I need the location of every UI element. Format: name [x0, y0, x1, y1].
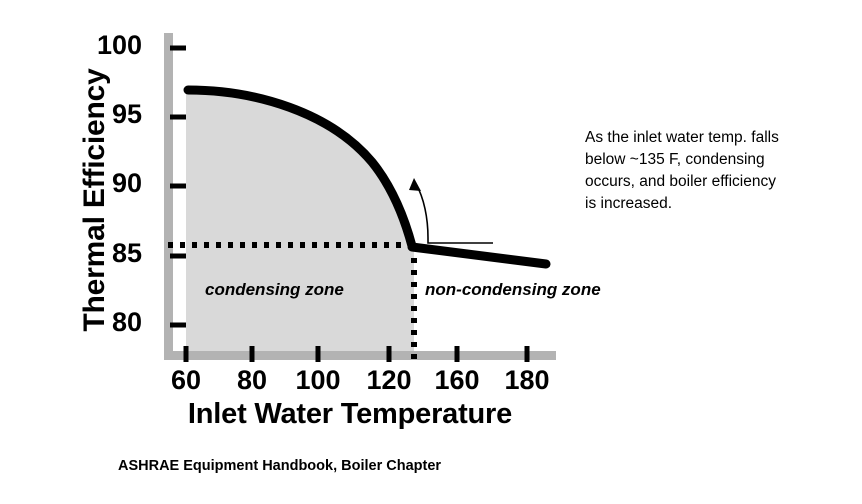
- x-tick-label-60: 60: [170, 365, 202, 395]
- x-tick-label-180: 180: [504, 365, 550, 395]
- source-caption: ASHRAE Equipment Handbook, Boiler Chapte…: [118, 458, 442, 474]
- condensing-zone-shading: [186, 90, 414, 358]
- y-tick-label-85: 85: [111, 238, 142, 268]
- annotation-leader-line: [427, 238, 493, 244]
- x-tick-label-80: 80: [236, 365, 268, 395]
- x-axis-bar: [164, 351, 556, 360]
- annotation-leader-arrow-curve: [415, 183, 429, 239]
- x-tick-label-100: 100: [295, 365, 341, 395]
- efficiency-curve-condensing: [183, 85, 417, 251]
- efficiency-curve-non-condensing: [407, 242, 551, 269]
- x-axis-title: Inlet Water Temperature: [187, 398, 513, 430]
- y-tick-label-80: 80: [111, 307, 142, 337]
- annotation-line-3: occurs, and boiler efficiency: [585, 173, 776, 190]
- x-tick-label-160: 160: [434, 365, 480, 395]
- non-condensing-zone-label: non-condensing zone: [425, 280, 601, 299]
- annotation-line-4: is increased.: [585, 195, 673, 212]
- y-tick-label-95: 95: [111, 99, 142, 129]
- condensing-zone-shading-top-mask: [186, 86, 414, 246]
- x-axis-ticks: [183, 346, 530, 362]
- annotation-line-2: below ~135 F, condensing: [585, 151, 765, 168]
- condensing-zone-label: condensing zone: [205, 280, 344, 299]
- annotation-arrowhead-icon: [409, 178, 421, 191]
- y-axis-ticks: [170, 45, 186, 328]
- annotation-line-1: As the inlet water temp. falls: [585, 129, 779, 146]
- annotation-text-block: As the inlet water temp. falls below ~13…: [585, 127, 840, 215]
- y-tick-label-100: 100: [96, 30, 142, 60]
- x-tick-label-120: 120: [366, 365, 412, 395]
- y-tick-label-90: 90: [111, 168, 142, 198]
- y-axis-bar: [164, 33, 173, 360]
